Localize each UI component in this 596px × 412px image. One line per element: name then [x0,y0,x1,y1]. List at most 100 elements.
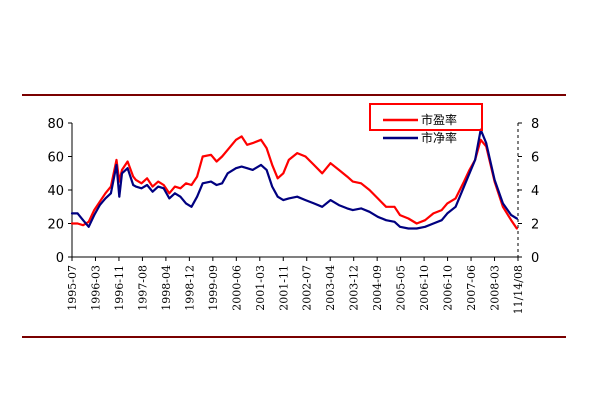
data-point-pe-ratio [210,153,212,156]
legend-pb-label: 市净率 [421,130,457,145]
data-point-pe-ratio [71,222,73,225]
data-point-pb-ratio [190,205,193,208]
data-point-pb-ratio [515,217,518,220]
data-point-pb-ratio [215,184,218,186]
data-point-pb-ratio [313,202,315,205]
data-point-pb-ratio [338,204,340,207]
data-point-pe-ratio [246,143,249,146]
data-point-pe-ratio [432,212,435,215]
x-tick-label: 1999-09 [207,265,220,311]
data-point-pe-ratio [240,135,243,138]
data-point-pb-ratio [221,182,224,185]
x-tick-label: 1997-08 [136,265,149,311]
data-point-pb-ratio [407,227,410,230]
data-point-pe-ratio [351,180,354,183]
left-tick-label: 20 [47,218,64,233]
data-point-pb-ratio [87,225,90,228]
data-point-pb-ratio [260,164,262,166]
right-tick-label: 6 [531,151,539,166]
data-point-pe-ratio [260,138,262,141]
data-point-pe-ratio [215,160,218,163]
data-point-pb-ratio [135,185,137,188]
data-point-pe-ratio [87,220,90,223]
data-point-pe-ratio [221,155,224,158]
x-axis: 1995-07 1996-03 1996-11 1997-08 1998-04 1998-… [66,256,525,314]
data-point-pe-ratio [479,138,482,141]
data-point-pe-ratio [93,209,96,212]
data-point-pb-ratio [76,212,79,215]
x-tick-label: 1996-03 [89,265,102,311]
data-point-pb-ratio [296,195,299,198]
right-tick-label: 8 [531,117,539,132]
data-point-pb-ratio [235,167,237,170]
data-point-pb-ratio [463,185,465,188]
data-point-pe-ratio [174,185,176,188]
data-point-pe-ratio [282,172,285,175]
data-point-pe-ratio [190,184,193,186]
data-point-pe-ratio [151,185,154,188]
right-tick-label: 0 [531,251,539,266]
x-tick-label: 2008-03 [489,265,502,311]
data-point-pb-ratio [474,159,476,161]
data-point-pe-ratio [360,182,362,185]
data-point-pb-ratio [393,220,396,223]
data-point-pb-ratio [276,195,279,198]
data-point-pe-ratio [407,217,410,220]
data-point-pe-ratio [251,142,254,145]
data-point-pb-ratio [321,205,324,208]
data-point-pb-ratio [251,169,254,171]
data-point-pb-ratio [485,142,488,145]
data-point-pb-ratio [240,165,243,168]
data-point-pb-ratio [71,212,73,215]
x-tick-label: 1998-04 [160,265,173,311]
data-point-pe-ratio [502,205,504,208]
left-tick-label: 60 [47,151,64,166]
data-point-pb-ratio [432,222,435,225]
data-point-pb-ratio [424,225,426,228]
data-point-pb-ratio [440,219,443,222]
data-point-pb-ratio [126,167,129,170]
data-point-pe-ratio [98,200,101,203]
data-point-pb-ratio [140,187,143,190]
x-tick-label: 2000-06 [230,265,243,311]
data-point-pb-ratio [271,185,274,188]
left-tick-label: 0 [56,251,64,266]
x-tick-label: 11/14/08 [512,265,525,314]
data-point-pb-ratio [351,209,354,212]
data-point-pb-ratio [468,172,471,175]
x-tick-label: 2001-11 [277,265,290,311]
data-point-pe-ratio [440,209,443,212]
data-point-pb-ratio [368,210,371,213]
data-point-pb-ratio [226,172,229,175]
data-point-pe-ratio [446,202,449,205]
x-tick-label: 1998-12 [183,265,196,311]
data-point-pb-ratio [246,167,249,170]
data-point-pe-ratio [399,214,401,217]
data-point-pe-ratio [321,172,324,175]
x-tick-label: 2001-03 [254,265,267,311]
data-point-pe-ratio [304,155,307,158]
data-point-pb-ratio [174,192,176,195]
data-point-pb-ratio [287,197,290,200]
data-point-pb-ratio [510,214,513,217]
data-point-pb-ratio [115,164,118,166]
series-layer [70,128,518,230]
data-point-pe-ratio [162,184,165,186]
x-tick-label: 2006-10 [418,265,431,311]
data-point-pb-ratio [151,190,154,193]
data-point-pe-ratio [271,164,274,166]
data-point-pb-ratio [168,197,171,200]
data-point-pb-ratio [346,207,349,210]
data-point-pe-ratio [115,159,118,161]
x-tick-label: 2004-09 [371,265,384,311]
data-point-pb-ratio [360,207,362,210]
data-point-pb-ratio [493,179,496,181]
x-tick-label: 2006-10 [442,265,455,311]
legend: 市盈率 市净率 [369,103,483,145]
x-tick-label: 2003-12 [348,265,361,311]
data-point-pe-ratio [329,162,332,165]
data-point-pb-ratio [282,199,285,202]
data-point-pb-ratio [415,227,418,230]
data-point-pe-ratio [132,175,135,178]
data-point-pe-ratio [179,187,182,190]
